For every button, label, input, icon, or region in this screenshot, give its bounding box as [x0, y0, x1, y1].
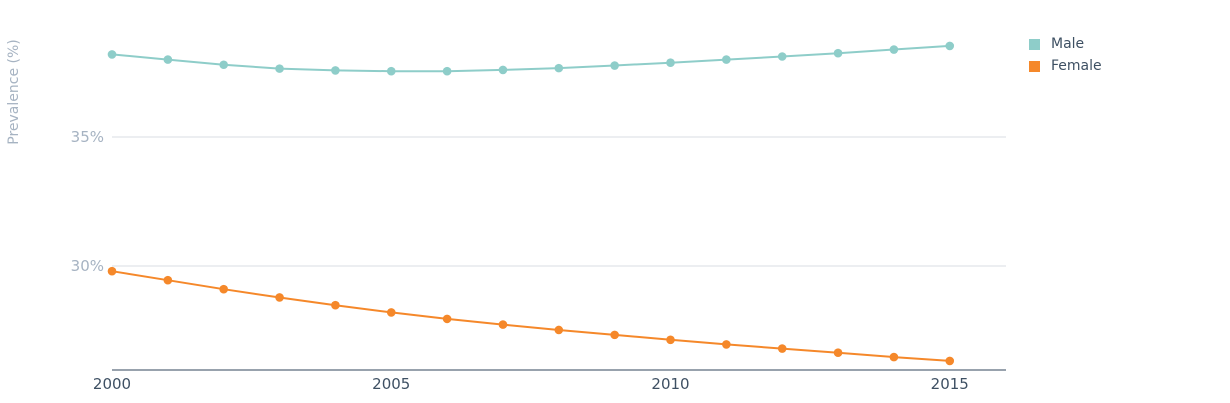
data-point-male-2012[interactable]	[777, 52, 787, 61]
data-point-female-2013[interactable]	[833, 348, 843, 357]
series-female	[107, 266, 955, 366]
data-point-female-2010[interactable]	[666, 335, 675, 345]
data-point-female-2005[interactable]	[386, 308, 396, 317]
gridlines	[112, 136, 1006, 267]
data-point-female-2006[interactable]	[442, 314, 452, 324]
legend-item-female[interactable]: Female	[1029, 55, 1102, 77]
series-male	[107, 41, 955, 76]
data-point-male-2014[interactable]	[889, 45, 899, 54]
data-point-female-2001[interactable]	[163, 275, 173, 285]
data-point-female-2015[interactable]	[945, 356, 955, 366]
legend-label-male: Male	[1051, 36, 1085, 52]
series-line-female	[111, 270, 951, 362]
data-point-female-2004[interactable]	[331, 300, 340, 310]
data-point-female-2000[interactable]	[107, 266, 117, 276]
legend-swatch-female	[1029, 60, 1040, 72]
data-point-male-2006[interactable]	[442, 66, 452, 76]
x-tick-label-2005: 2005	[372, 375, 410, 393]
y-axis-title: Prevalence (%)	[6, 39, 22, 145]
data-point-male-2005[interactable]	[386, 66, 396, 76]
data-point-female-2014[interactable]	[889, 352, 899, 362]
data-point-female-2011[interactable]	[722, 340, 731, 349]
data-point-male-2007[interactable]	[498, 65, 508, 75]
data-point-male-2011[interactable]	[722, 55, 731, 64]
data-point-male-2001[interactable]	[163, 55, 173, 64]
y-tick-labels: 30% 35%	[71, 128, 104, 275]
x-tick-labels: 2000 2005 2010 2015	[93, 375, 969, 393]
y-tick-label-30: 30%	[71, 257, 104, 275]
data-point-female-2009[interactable]	[610, 330, 619, 340]
legend: Male Female	[1029, 33, 1102, 77]
data-point-male-2000[interactable]	[107, 50, 117, 59]
data-point-female-2003[interactable]	[275, 293, 284, 302]
data-point-male-2002[interactable]	[219, 60, 228, 70]
data-point-male-2010[interactable]	[666, 58, 675, 67]
series-line-male	[111, 44, 951, 73]
x-tick-label-2000: 2000	[93, 375, 131, 393]
legend-swatch-male	[1029, 38, 1040, 50]
legend-label-female: Female	[1051, 58, 1102, 74]
x-tick-label-2015: 2015	[931, 375, 969, 393]
legend-item-male[interactable]: Male	[1029, 33, 1102, 55]
y-tick-label-35: 35%	[71, 128, 104, 146]
data-point-male-2008[interactable]	[554, 63, 564, 73]
data-point-female-2007[interactable]	[498, 320, 508, 329]
data-point-female-2012[interactable]	[777, 344, 787, 353]
data-point-male-2015[interactable]	[945, 41, 955, 51]
data-point-male-2013[interactable]	[833, 48, 843, 58]
x-tick-label-2010: 2010	[651, 375, 689, 393]
series-layer	[107, 41, 955, 366]
data-point-male-2004[interactable]	[331, 66, 340, 75]
data-point-male-2009[interactable]	[610, 61, 619, 70]
data-point-female-2002[interactable]	[219, 284, 228, 294]
data-point-female-2008[interactable]	[554, 325, 564, 335]
data-point-male-2003[interactable]	[275, 64, 284, 73]
